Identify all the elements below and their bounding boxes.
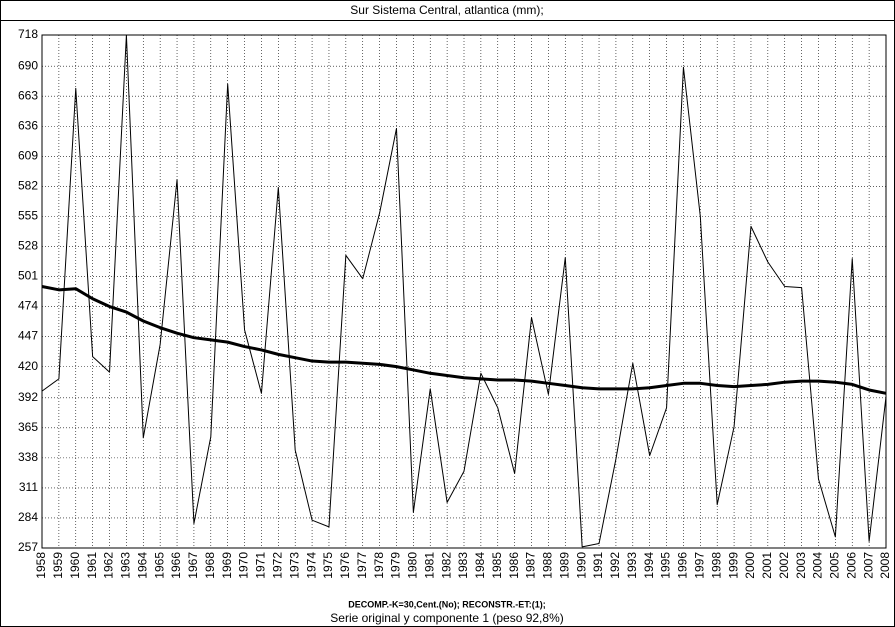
x-tick-label: 1965: [152, 552, 166, 579]
y-tick-label: 311: [19, 480, 38, 494]
x-tick-label: 1979: [389, 552, 403, 579]
x-tick-label: 2000: [743, 552, 757, 579]
y-tick-label: 636: [18, 118, 38, 132]
x-tick-label: 1982: [439, 552, 453, 579]
y-tick-label: 338: [18, 450, 38, 464]
x-tick-label: 1998: [709, 552, 723, 579]
x-tick-label: 1968: [203, 552, 217, 579]
x-tick-label: 1977: [355, 552, 369, 579]
x-tick-label: 1987: [524, 552, 538, 579]
x-tick-label: 1978: [372, 552, 386, 579]
x-tick-label: 1981: [422, 552, 436, 579]
x-tick-label: 1960: [68, 552, 82, 579]
x-tick-label: 1963: [119, 552, 133, 579]
legend-note: Serie original y componente 1 (peso 92,8…: [330, 611, 563, 625]
x-tick-label: 1967: [186, 552, 200, 579]
y-tick-label: 447: [18, 329, 38, 343]
x-tick-label: 1970: [237, 552, 251, 579]
series-line: [41, 285, 887, 395]
x-tick-label: 1962: [102, 552, 116, 579]
y-tick-label: 420: [18, 359, 38, 373]
x-tick-label: 1989: [557, 552, 571, 579]
y-tick-label: 501: [18, 269, 38, 283]
x-tick-label: 1980: [406, 552, 420, 579]
x-tick-label: 1983: [456, 552, 470, 579]
x-tick-label: 2002: [777, 552, 791, 579]
x-tick-label: 2008: [878, 552, 892, 579]
x-tick-label: 1961: [85, 552, 99, 579]
x-tick-label: 2005: [828, 552, 842, 579]
x-tick-label: 1973: [287, 552, 301, 579]
x-tick-label: 2001: [760, 552, 774, 579]
x-tick-label: 1999: [726, 552, 740, 579]
y-tick-label: 555: [18, 209, 38, 223]
y-tick-label: 257: [18, 540, 38, 554]
y-tick-label: 582: [18, 179, 38, 193]
x-tick-label: 1993: [625, 552, 639, 579]
x-tick-label: 1995: [659, 552, 673, 579]
x-tick-label: 1985: [490, 552, 504, 579]
series-line: [41, 34, 887, 548]
decomp-note: DECOMP.-K=30,Cent.(No); RECONSTR.-ET:(1)…: [348, 599, 546, 609]
x-tick-label: 1984: [473, 552, 487, 579]
x-tick-label: 1959: [51, 552, 65, 579]
x-tick-label: 1972: [270, 552, 284, 579]
chart-title: Sur Sistema Central, atlantica (mm);: [350, 3, 543, 17]
x-tick-label: 1976: [338, 552, 352, 579]
x-tick-label: 2004: [811, 552, 825, 579]
x-tick-label: 1996: [676, 552, 690, 579]
y-tick-label: 474: [18, 299, 38, 313]
x-tick-label: 1974: [304, 552, 318, 579]
y-tick-label: 663: [18, 88, 38, 102]
x-tick-label: 1994: [642, 552, 656, 579]
x-tick-label: 1975: [321, 552, 335, 579]
y-tick-label: 528: [18, 239, 38, 253]
y-tick-label: 690: [18, 58, 38, 72]
x-tick-label: 1964: [135, 552, 149, 579]
y-tick-label: 609: [18, 148, 38, 162]
x-tick-label: 1986: [507, 552, 521, 579]
y-tick-label: 392: [18, 390, 38, 404]
x-tick-label: 2006: [844, 552, 858, 579]
y-tick-label: 718: [18, 27, 38, 41]
y-tick-label: 284: [18, 510, 38, 524]
x-tick-label: 1990: [574, 552, 588, 579]
x-tick-label: 2003: [794, 552, 808, 579]
x-tick-label: 1997: [692, 552, 706, 579]
x-tick-label: 1966: [169, 552, 183, 579]
x-tick-label: 1958: [34, 552, 48, 579]
x-tick-label: 1991: [591, 552, 605, 579]
y-tick-label: 365: [18, 420, 38, 434]
x-tick-label: 1971: [254, 552, 268, 579]
x-tick-label: 2007: [861, 552, 875, 579]
x-tick-label: 1969: [220, 552, 234, 579]
x-tick-label: 1988: [541, 552, 555, 579]
x-tick-label: 1992: [608, 552, 622, 579]
